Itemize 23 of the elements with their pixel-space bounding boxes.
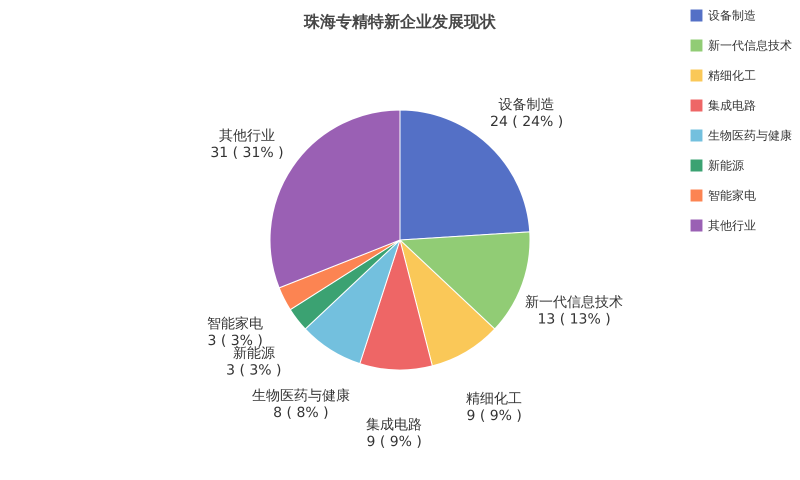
legend-label: 新能源: [708, 158, 744, 172]
slice-label: 新一代信息技术: [525, 294, 624, 311]
legend-label: 集成电路: [708, 98, 756, 112]
data-label: 13 ( 13% ): [537, 312, 611, 328]
legend-label: 生物医药与健康: [708, 128, 792, 142]
slice-label: 集成电路: [366, 416, 422, 433]
data-label: 3 ( 3% ): [226, 362, 282, 378]
legend-label: 新一代信息技术: [708, 38, 792, 52]
data-label: 31 ( 31% ): [210, 145, 284, 162]
slice-label: 设备制造: [498, 97, 555, 114]
slice-label: 生物医药与健康: [252, 388, 350, 404]
legend-label: 设备制造: [708, 8, 756, 22]
data-label: 9 ( 9% ): [366, 434, 422, 450]
data-label: 9 ( 9% ): [466, 408, 522, 424]
chart-title: 珠海专精特新企业发展现状: [303, 12, 497, 31]
data-label: 8 ( 8% ): [273, 405, 329, 422]
legend-label: 智能家电: [708, 188, 756, 202]
slice-label: 智能家电: [207, 316, 264, 332]
slice-label: 精细化工: [466, 391, 522, 408]
data-label: 24 ( 24% ): [490, 114, 564, 130]
legend-label: 其他行业: [708, 218, 756, 232]
legend-label: 精细化工: [708, 68, 756, 82]
slice-label: 其他行业: [218, 128, 275, 144]
